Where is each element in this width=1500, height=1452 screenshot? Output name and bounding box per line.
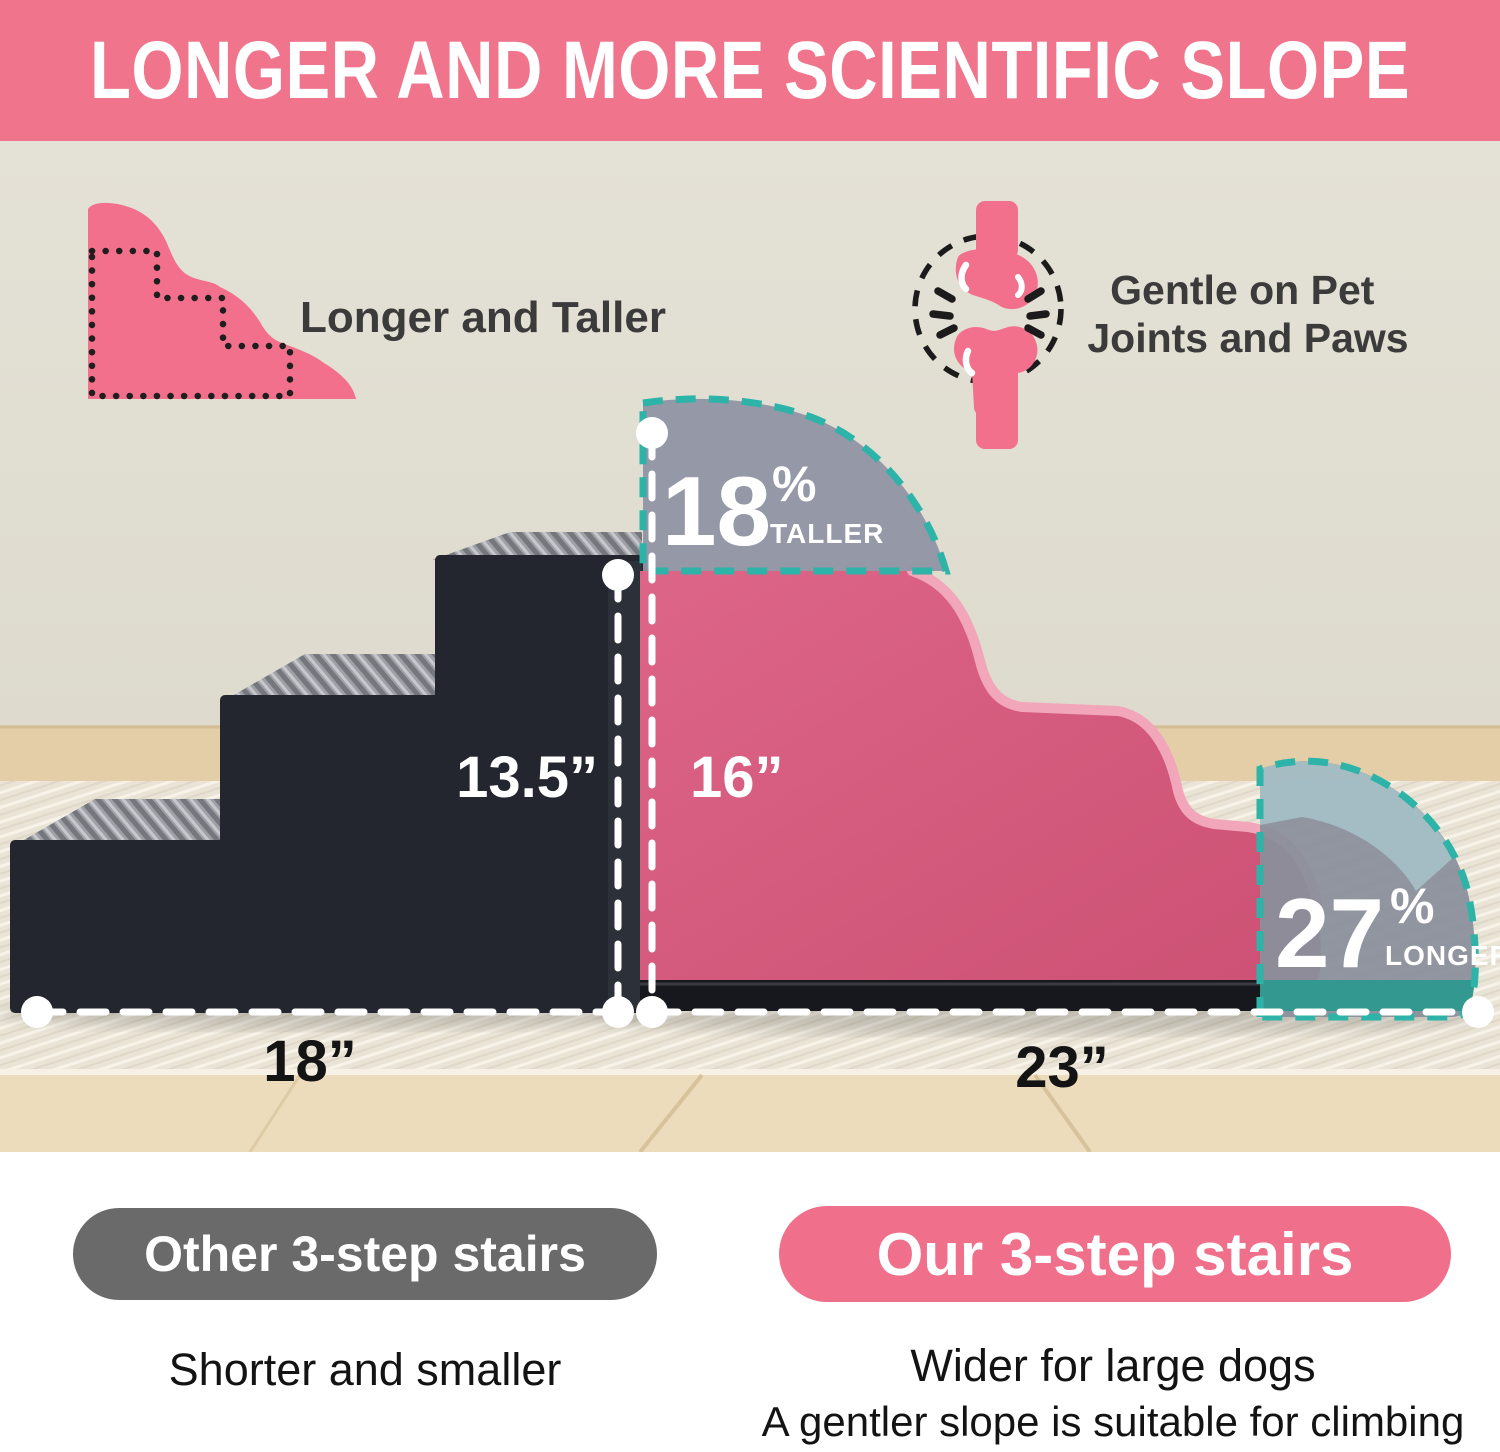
other-stairs-pill: Other 3-step stairs [73,1208,657,1300]
taller-badge: 18 % TALLER [662,456,884,566]
other-height-label: 13.5” [456,745,598,810]
measure-dot [1462,996,1494,1028]
our-stairs-description-2: A gentler slope is suitable for climbing [761,1398,1465,1445]
our-stairs-pill-label: Our 3-step stairs [876,1220,1354,1288]
feature-label-gentle-joints: Gentle on Pet Joints and Paws [1087,267,1408,361]
our-length-label: 23” [1015,1035,1109,1100]
footer: Other 3-step stairs Our 3-step stairs Sh… [0,1152,1500,1452]
wood-floor [0,1075,1500,1152]
measurements: 13.5” 16” 18” 23” [21,417,1494,1100]
header-title: LONGER AND MORE SCIENTIFIC SLOPE [89,24,1411,117]
pet-joint-icon [912,201,1064,449]
measure-dot [636,996,668,1028]
measure-dot [636,417,668,449]
stairs-slope-icon [88,202,356,400]
our-stairs-description-1: Wider for large dogs [910,1340,1316,1391]
other-stairs-description: Shorter and smaller [168,1344,562,1395]
header-banner: LONGER AND MORE SCIENTIFIC SLOPE [0,0,1500,141]
our-stairs-photo [640,566,1323,1011]
other-length-label: 18” [263,1029,357,1094]
taller-cap-overlay: 18 % TALLER [639,395,951,575]
longer-badge: 27 % LONGER [1275,878,1500,988]
other-stairs-pill-label: Other 3-step stairs [144,1226,586,1282]
measure-dot [602,996,634,1028]
product-comparison-scene: Longer and Taller Gentle on [0,141,1500,1152]
other-stairs-photo [10,532,647,1013]
measure-dot [21,996,53,1028]
our-stairs-pill: Our 3-step stairs [779,1206,1451,1302]
feature-label-longer-taller: Longer and Taller [300,293,666,342]
our-height-label: 16” [690,745,784,810]
measure-dot [602,559,634,591]
